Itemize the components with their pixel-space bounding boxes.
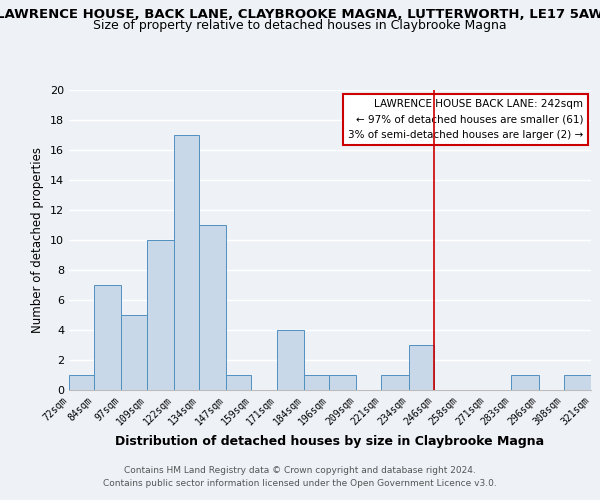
Text: Contains HM Land Registry data © Crown copyright and database right 2024.
Contai: Contains HM Land Registry data © Crown c… bbox=[103, 466, 497, 487]
Text: LAWRENCE HOUSE, BACK LANE, CLAYBROOKE MAGNA, LUTTERWORTH, LE17 5AW: LAWRENCE HOUSE, BACK LANE, CLAYBROOKE MA… bbox=[0, 8, 600, 20]
Bar bbox=[174, 135, 199, 390]
Bar bbox=[121, 315, 146, 390]
Bar bbox=[382, 375, 409, 390]
Text: LAWRENCE HOUSE BACK LANE: 242sqm
← 97% of detached houses are smaller (61)
3% of: LAWRENCE HOUSE BACK LANE: 242sqm ← 97% o… bbox=[348, 99, 583, 140]
Bar bbox=[146, 240, 174, 390]
Bar bbox=[329, 375, 356, 390]
Bar bbox=[564, 375, 591, 390]
Bar bbox=[226, 375, 251, 390]
Text: Size of property relative to detached houses in Claybrooke Magna: Size of property relative to detached ho… bbox=[93, 19, 507, 32]
Bar bbox=[69, 375, 94, 390]
Bar bbox=[199, 225, 226, 390]
Y-axis label: Number of detached properties: Number of detached properties bbox=[31, 147, 44, 333]
X-axis label: Distribution of detached houses by size in Claybrooke Magna: Distribution of detached houses by size … bbox=[115, 435, 545, 448]
Bar bbox=[304, 375, 329, 390]
Bar bbox=[277, 330, 304, 390]
Bar bbox=[94, 285, 121, 390]
Bar bbox=[409, 345, 434, 390]
Bar bbox=[511, 375, 539, 390]
